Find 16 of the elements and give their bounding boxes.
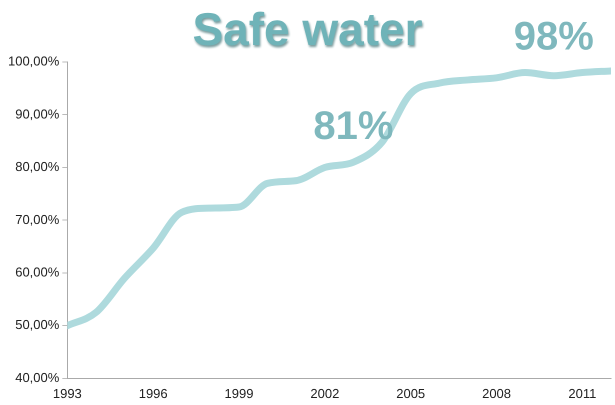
y-tick-label: 40,00% [15, 370, 60, 385]
y-tick-label: 80,00% [15, 159, 60, 174]
y-tick-label: 90,00% [15, 106, 60, 122]
annotation: 98% [514, 14, 594, 59]
y-tick-label: 70,00% [15, 212, 60, 227]
y-tick-label: 100,00% [8, 54, 60, 69]
x-tick-label: 1996 [138, 386, 168, 401]
x-tick-label: 1999 [224, 386, 254, 401]
x-tick-label: 2002 [310, 386, 340, 401]
x-tick-label: 2005 [396, 386, 426, 401]
y-tick-label: 50,00% [15, 317, 60, 332]
chart-title: Safe water [192, 3, 423, 55]
x-tick-label: 2011 [568, 386, 596, 401]
y-tick-label: 60,00% [15, 264, 60, 280]
x-tick-label: 2008 [482, 386, 511, 401]
x-tick-label: 1993 [52, 386, 82, 401]
